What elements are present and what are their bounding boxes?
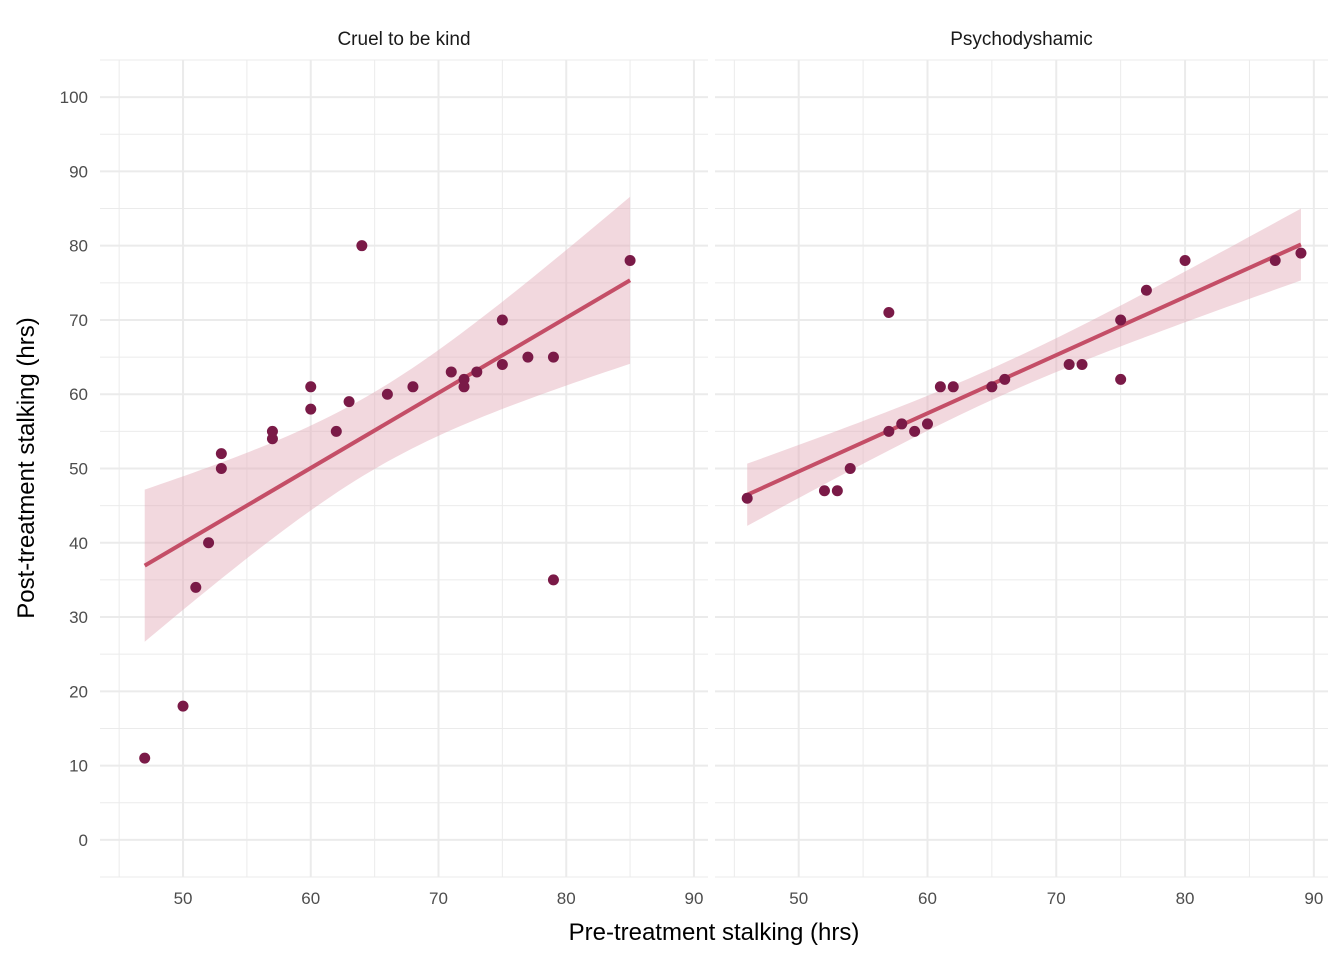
data-point — [177, 700, 189, 712]
data-point — [741, 492, 753, 504]
y-axis-label: Post-treatment stalking (hrs) — [13, 317, 40, 618]
data-point — [343, 396, 355, 408]
y-tick-label: 30 — [69, 608, 88, 627]
y-tick-label: 0 — [79, 831, 88, 850]
data-point — [1140, 284, 1152, 296]
regression-line — [143, 278, 632, 568]
data-point — [844, 463, 856, 474]
data-point — [356, 240, 368, 252]
x-tick-label: 70 — [429, 889, 448, 908]
data-point — [986, 381, 998, 393]
data-point — [203, 537, 215, 549]
data-point — [190, 581, 202, 593]
data-point — [909, 425, 921, 437]
data-point — [1269, 255, 1281, 267]
data-point — [1115, 373, 1127, 385]
data-point — [215, 448, 227, 460]
data-point — [999, 373, 1011, 385]
data-point — [522, 351, 534, 363]
data-point — [496, 359, 508, 371]
data-point — [266, 425, 278, 437]
y-tick-label: 80 — [69, 237, 88, 256]
data-point — [330, 425, 342, 437]
x-tick-label: 60 — [301, 889, 320, 908]
data-point — [831, 485, 843, 497]
data-point — [407, 381, 419, 393]
x-tick-label: 90 — [1304, 889, 1323, 908]
x-tick-label: 80 — [557, 889, 576, 908]
data-point — [896, 418, 908, 430]
y-tick-label: 20 — [69, 682, 88, 701]
data-point — [471, 366, 483, 378]
x-tick-label: 80 — [1176, 889, 1195, 908]
data-point — [496, 314, 508, 326]
data-point — [1295, 247, 1307, 259]
data-point — [547, 351, 559, 363]
data-point — [934, 381, 946, 393]
data-point — [921, 418, 933, 430]
x-axis-label: Pre-treatment stalking (hrs) — [569, 919, 860, 946]
y-tick-label: 70 — [69, 311, 88, 330]
data-point — [445, 366, 457, 378]
data-point — [883, 425, 895, 437]
x-tick-label: 50 — [789, 889, 808, 908]
confidence-band — [747, 208, 1301, 526]
data-point — [1076, 359, 1088, 371]
data-point — [381, 388, 393, 400]
x-tick-label: 50 — [174, 889, 193, 908]
y-tick-label: 90 — [69, 162, 88, 181]
data-point — [947, 381, 959, 393]
y-tick-label: 40 — [69, 534, 88, 553]
data-point — [1063, 359, 1075, 371]
data-point — [139, 752, 151, 764]
y-tick-label: 50 — [69, 460, 88, 479]
y-tick-label: 10 — [69, 757, 88, 776]
data-point — [547, 574, 559, 586]
x-tick-label: 60 — [918, 889, 937, 908]
panel-title: Cruel to be kind — [337, 29, 470, 50]
panel-2: 50 60 70 80 90 Psychodyshamic — [715, 29, 1328, 908]
data-point — [818, 485, 830, 497]
panel-1: 50 60 70 80 90 Cruel to be kind — [100, 29, 708, 908]
data-point — [1179, 255, 1191, 267]
data-point — [624, 255, 636, 267]
data-point — [458, 381, 470, 393]
x-tick-label: 70 — [1047, 889, 1066, 908]
data-point — [305, 381, 317, 393]
confidence-band — [144, 196, 631, 642]
y-tick-label: 60 — [69, 385, 88, 404]
data-point — [215, 463, 227, 474]
panel-title: Psychodyshamic — [950, 29, 1093, 50]
data-point — [305, 403, 317, 415]
regression-line — [746, 242, 1302, 497]
data-point — [1115, 314, 1127, 326]
y-tick-label: 100 — [60, 88, 88, 107]
x-tick-label: 90 — [684, 889, 703, 908]
data-point — [883, 307, 895, 319]
